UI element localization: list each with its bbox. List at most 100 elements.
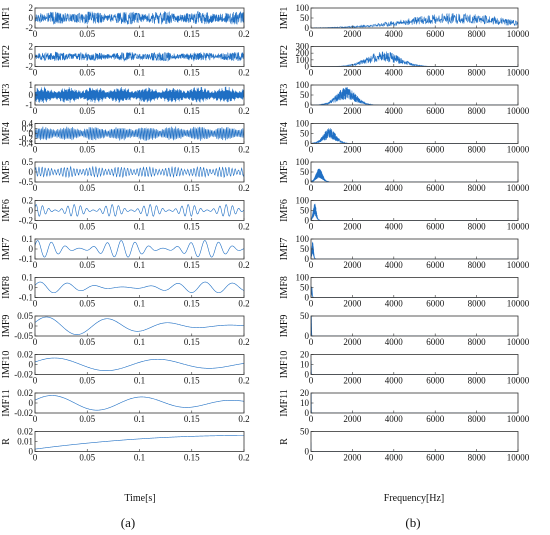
plot-frame [310,315,519,337]
plot-frame [34,315,245,337]
y-tick-label: 0 [29,321,34,331]
x-tick-label: 0.1 [134,106,145,116]
y-tick-label: 0 [305,331,310,341]
subplot-a-r: 00.010.02 0 0.05 0.1 0.15 0.2 R [1,427,250,463]
series-line-b-imf3 [311,87,518,105]
subplot-label: IMF7 [279,238,290,261]
y-tick-label: 0.1 [22,273,33,283]
x-tick-label: 10000 [507,453,530,463]
x-tick-label: 0 [309,106,314,116]
y-tick-label: 0 [305,370,310,380]
y-tick-label: -2 [26,23,34,33]
x-tick-label: 0.1 [134,68,145,78]
y-tick-label: 10 [300,360,310,370]
y-tick-label: 0.1 [22,234,33,244]
x-tick-label: 0.2 [238,222,249,232]
x-tick-label: 4000 [385,145,404,155]
x-tick-label: 0.15 [184,106,200,116]
y-tick-label: -0.1 [19,254,33,264]
y-tick-label: 100 [296,273,310,283]
x-tick-label: 6000 [426,183,445,193]
y-tick-label: -2 [26,62,34,72]
x-tick-label: 0.2 [238,183,249,193]
subplot-label: IMF4 [279,122,290,145]
y-tick-label: 0.2 [22,196,33,206]
x-tick-label: 0 [33,145,38,155]
plot-frame [34,354,245,375]
x-tick-label: 4000 [385,453,404,463]
x-tick-label: 8000 [468,145,487,155]
x-tick-label: 0.05 [79,376,95,386]
x-tick-label: 0.1 [134,376,145,386]
y-tick-label: -0.2 [19,216,33,226]
x-tick-label: 0.05 [79,299,95,309]
y-tick-label: 50 [300,13,310,23]
x-tick-label: 8000 [468,106,487,116]
y-tick-label: 0.5 [22,157,34,167]
x-tick-label: 0 [33,453,38,463]
x-tick-label: 0.05 [79,29,95,39]
y-tick-label: 2 [29,3,34,13]
subplot-label: IMF2 [1,45,12,68]
panel-b-caption: (b) [405,515,420,530]
x-tick-label: 8000 [468,222,487,232]
subplot-label: IMF3 [1,84,12,107]
plot-frame [310,354,519,375]
y-tick-label: 50 [300,427,310,437]
x-tick-label: 0 [33,68,38,78]
subplot-label: IMF9 [279,315,290,338]
y-tick-label: 300 [296,42,310,52]
plot-frame [310,277,519,298]
x-tick-label: 10000 [507,29,530,39]
x-tick-label: 0.05 [79,222,95,232]
x-tick-label: 0 [33,106,38,116]
x-tick-label: 0.1 [134,260,145,270]
series-line-a-imf6 [35,204,244,217]
y-tick-label: 0.01 [17,437,33,447]
x-tick-label: 0.2 [238,29,249,39]
panel-a-caption: (a) [121,515,135,530]
x-tick-label: 0.05 [79,68,95,78]
y-tick-label: -0.2 [19,134,33,144]
x-tick-label: 0.1 [134,183,145,193]
x-tick-label: 6000 [426,68,445,78]
subplot-label: IMF11 [279,389,290,416]
x-tick-label: 4000 [385,260,404,270]
subplot-label: IMF11 [1,389,12,416]
x-tick-label: 0.1 [134,414,145,424]
x-tick-label: 2000 [343,260,362,270]
x-tick-label: 4000 [385,414,404,424]
subplot-label: IMF1 [279,7,290,30]
series-line-a-imf8 [35,281,244,294]
subplot-label: IMF2 [279,45,290,68]
y-tick-label: 50 [300,129,310,139]
y-tick-label: 0.05 [17,311,33,321]
x-tick-label: 4000 [385,68,404,78]
subplot-label: R [1,438,12,445]
subplot-label: R [279,438,290,445]
x-tick-label: 2000 [343,145,362,155]
x-tick-label: 6000 [426,414,445,424]
y-tick-label: 0 [29,244,34,254]
x-tick-label: 0.1 [134,222,145,232]
x-tick-label: 6000 [426,145,445,155]
y-tick-label: 100 [296,80,310,90]
x-tick-label: 8000 [468,337,487,347]
y-tick-label: 0 [305,293,310,303]
y-tick-label: 0.02 [17,427,33,437]
y-tick-label: 0 [305,100,310,110]
y-tick-label: 20 [300,388,310,398]
plot-frame [310,161,519,183]
x-tick-label: 10000 [507,145,530,155]
plot-frame [310,238,519,260]
y-tick-label: 200 [296,48,310,58]
x-tick-label: 2000 [343,106,362,116]
x-tick-label: 2000 [343,337,362,347]
subplot-label: IMF4 [1,122,12,145]
y-tick-label: 50 [300,244,310,254]
